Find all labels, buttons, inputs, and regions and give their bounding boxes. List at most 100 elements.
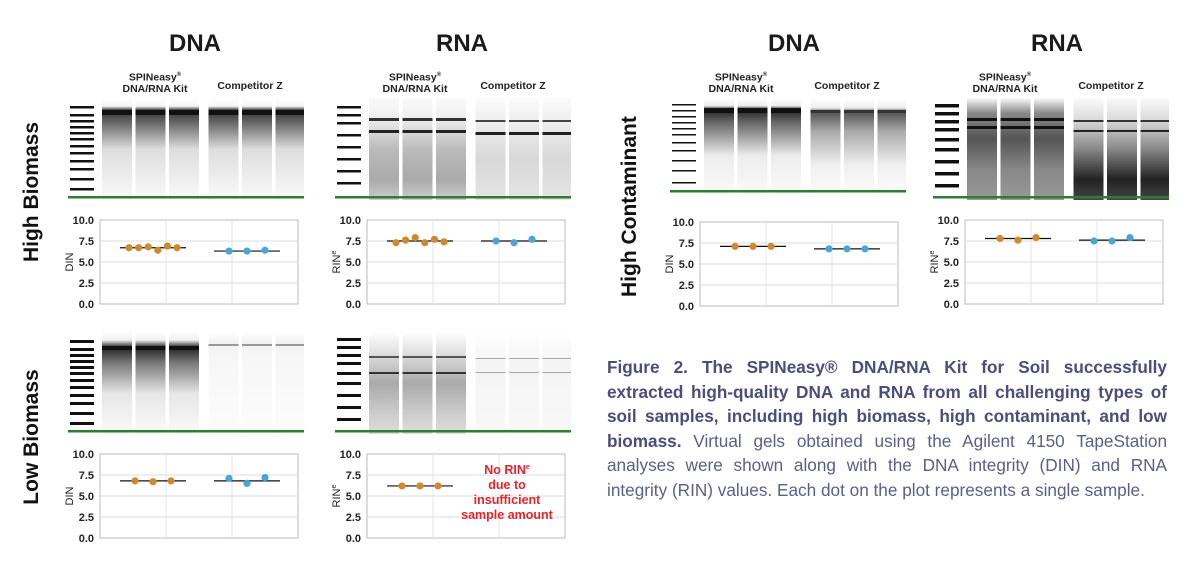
- ladder-band: [935, 172, 959, 176]
- gel-band: [1107, 120, 1137, 122]
- gel-band: [1034, 126, 1064, 129]
- ladder-band: [935, 104, 959, 108]
- data-point: [154, 246, 162, 254]
- gel-lane: [1034, 98, 1064, 200]
- gel-band: [475, 372, 506, 373]
- gel-band: [509, 132, 539, 135]
- gel-marker: [670, 190, 906, 193]
- data-point: [1032, 234, 1040, 242]
- ladder-band: [337, 418, 361, 421]
- gel-high-biomass-rna: [335, 98, 571, 200]
- gel-lane: [509, 332, 539, 434]
- data-point: [510, 239, 518, 247]
- ladder-band: [337, 182, 361, 185]
- tick-label: 10.0: [73, 449, 94, 461]
- gel-lane: [967, 98, 997, 200]
- tick-label: 0.0: [944, 299, 959, 311]
- data-point: [528, 235, 536, 243]
- row-label-high-biomass: High Biomass: [20, 121, 43, 263]
- gel-band: [135, 110, 166, 115]
- gel-band: [102, 346, 132, 350]
- gel-band: [704, 108, 734, 113]
- data-point: [131, 477, 139, 485]
- gel-lane: [436, 98, 466, 200]
- gel-band: [1073, 120, 1104, 122]
- data-point: [440, 238, 448, 246]
- data-point: [243, 479, 251, 487]
- gel-band: [436, 118, 466, 121]
- data-point: [398, 482, 406, 490]
- data-point: [261, 246, 269, 254]
- ladder-band: [672, 128, 696, 130]
- data-point: [167, 477, 175, 485]
- gel-band: [102, 110, 132, 115]
- gel-band: [475, 358, 506, 359]
- no-rin-sup: e: [525, 464, 530, 471]
- ladder-band: [70, 106, 94, 109]
- ladder-band: [70, 402, 94, 405]
- data-point: [135, 244, 143, 252]
- gel-lane: [1000, 98, 1031, 200]
- ladder-band: [70, 394, 94, 397]
- data-point: [767, 242, 775, 250]
- ladder-band: [70, 126, 94, 129]
- gel-marker: [933, 196, 1169, 199]
- gel-high-contaminant-rna: [933, 98, 1169, 200]
- ladder-band: [70, 132, 94, 135]
- gel-band: [1073, 130, 1104, 132]
- data-point: [434, 482, 442, 490]
- tick-label: 2.5: [679, 280, 694, 292]
- tick-label: 7.5: [944, 236, 959, 248]
- gel-lane: [242, 332, 272, 434]
- gel-band: [1107, 130, 1137, 132]
- tick-label: 7.5: [346, 236, 361, 248]
- gel-band: [135, 346, 166, 350]
- no-rin-line4: sample amount: [461, 508, 553, 523]
- no-rin-line3: insufficient: [473, 493, 541, 508]
- plot-high-contaminant-dna: 10.0 7.5 5.0 2.5 0.0 DIN: [664, 217, 899, 313]
- gel-band: [369, 356, 399, 358]
- tick-label: 2.5: [346, 512, 361, 524]
- gel-band: [771, 108, 801, 113]
- gel-band: [402, 118, 433, 121]
- gel-marker: [335, 430, 571, 433]
- tick-label: 10.0: [938, 215, 959, 227]
- axis-label: RINe: [331, 250, 343, 273]
- axis-label: DIN: [664, 254, 676, 273]
- data-point: [1014, 236, 1022, 244]
- ladder-band: [70, 178, 94, 181]
- ladder-band: [70, 114, 94, 117]
- ladder-band: [70, 145, 94, 148]
- ladder-band: [70, 188, 94, 191]
- gel-band: [402, 372, 433, 374]
- competitor-label-rna-left: Competitor Z: [480, 80, 546, 92]
- tick-label: 0.0: [346, 533, 361, 545]
- data-point: [421, 239, 429, 247]
- ladder-band: [672, 122, 696, 124]
- ladder-band: [337, 146, 361, 149]
- tick-label: 5.0: [346, 257, 361, 269]
- ladder-band: [337, 122, 361, 125]
- gel-band: [844, 110, 874, 113]
- gel-band: [208, 110, 239, 115]
- gel-high-contaminant-dna: [670, 98, 906, 194]
- gel-band: [967, 126, 997, 129]
- gel-lane: [402, 332, 433, 434]
- col-title-dna-right: DNA: [768, 30, 820, 57]
- gel-lane: [369, 98, 399, 200]
- tick-label: 2.5: [79, 278, 94, 290]
- tick-label: 5.0: [944, 257, 959, 269]
- ladder-band: [70, 120, 94, 123]
- gel-band: [208, 344, 239, 346]
- tick-label: 0.0: [679, 301, 694, 313]
- tick-label: 5.0: [679, 259, 694, 271]
- kit-label-line1: SPINeasy: [978, 71, 1027, 84]
- tick-label: 0.0: [79, 533, 94, 545]
- gel-lane: [475, 332, 506, 434]
- row-label-high-contaminant: High Contaminant: [618, 116, 641, 297]
- data-point: [261, 473, 269, 482]
- no-rin-line2: due to: [488, 478, 526, 493]
- ladder-band: [337, 394, 361, 397]
- data-point: [861, 245, 869, 253]
- tick-label: 7.5: [79, 470, 94, 482]
